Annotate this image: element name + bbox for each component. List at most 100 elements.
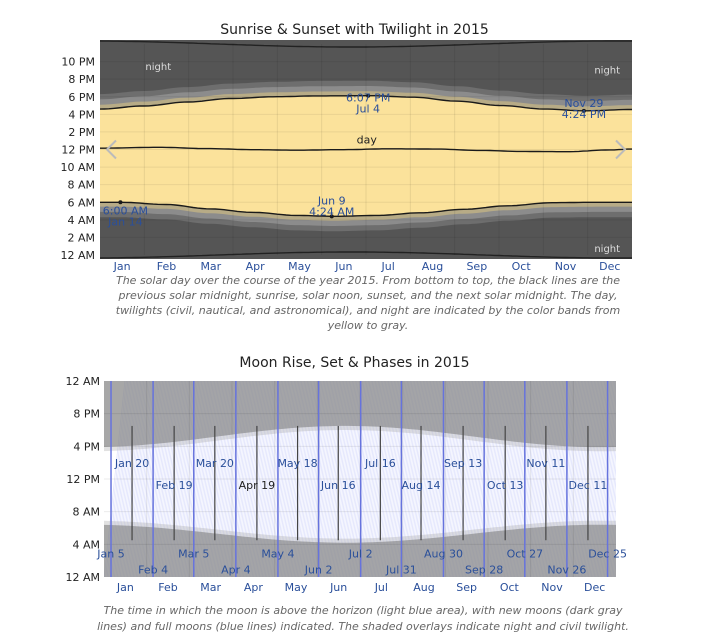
moon-up-band — [257, 381, 279, 577]
moon-up-band — [380, 381, 403, 577]
moon-up-band — [274, 381, 297, 577]
moon-up-band — [263, 381, 285, 577]
y-tick-label: 8 AM — [67, 179, 95, 192]
sun-chart-caption: The solar day over the course of the yea… — [115, 274, 621, 332]
moon-up-band — [277, 381, 300, 577]
moon-up-band — [270, 381, 292, 577]
moon-up-band — [283, 381, 306, 577]
chevron-right-icon — [615, 139, 627, 160]
moon-up-band — [293, 381, 316, 577]
moon-up-band — [318, 381, 340, 577]
moon-up-band — [306, 381, 329, 577]
y-tick-label: 4 PM — [73, 440, 100, 453]
y-tick-label: 10 PM — [61, 56, 95, 69]
new-moon-label: Dec 11 — [569, 479, 608, 492]
moon-up-band — [379, 381, 401, 577]
moon-up-band — [401, 381, 423, 577]
moon-up-band — [269, 381, 291, 577]
x-tick-label: Aug — [413, 581, 434, 594]
moon-up-band — [299, 381, 321, 577]
annotation-label: Nov 29 — [564, 97, 603, 110]
moon-up-band — [345, 381, 368, 577]
moon-up-band — [389, 381, 411, 577]
night-label: night — [145, 62, 171, 73]
moon-up-band — [347, 381, 369, 577]
moon-up-band — [357, 381, 379, 577]
y-tick-label: 12 PM — [61, 144, 95, 157]
moon-up-band — [335, 381, 358, 577]
moon-up-band — [315, 381, 337, 577]
annotation-label: 6:00 AM — [103, 204, 148, 217]
moon-up-band — [266, 381, 288, 577]
full-moon-label: Oct 27 — [507, 547, 544, 560]
chevron-left-icon — [105, 139, 117, 160]
x-tick-label: Jan — [113, 260, 131, 273]
moon-up-band — [348, 381, 371, 577]
moon-up-band — [386, 381, 408, 577]
sunset-line — [99, 95, 632, 112]
x-tick-label: Dec — [584, 581, 605, 594]
moon-up-band — [383, 381, 406, 577]
sun-chart-title: Sunrise & Sunset with Twilight in 2015 — [220, 22, 489, 38]
y-tick-label: 2 PM — [68, 126, 95, 139]
annotation-sublabel: 4:24 PM — [562, 108, 606, 121]
new-moon-label: May 18 — [277, 457, 317, 470]
moon-up-band — [366, 381, 388, 577]
annotation-sublabel: Jul 4 — [355, 103, 380, 116]
moon-up-band — [298, 381, 320, 577]
moon-up-band — [314, 381, 336, 577]
x-tick-label: Nov — [555, 260, 577, 273]
x-tick-label: Apr — [246, 260, 266, 273]
x-tick-label: Jul — [381, 260, 395, 273]
y-tick-label: 8 AM — [72, 506, 100, 519]
y-tick-label: 12 PM — [66, 473, 100, 486]
moon-up-band — [356, 381, 378, 577]
y-tick-label: 8 PM — [73, 408, 100, 421]
x-tick-label: Oct — [500, 581, 520, 594]
y-tick-label: 12 AM — [60, 249, 95, 262]
previous-solar-midnight-line — [99, 251, 632, 259]
new-moon-label: Nov 11 — [526, 457, 565, 470]
moon-up-band — [388, 381, 410, 577]
new-moon-label: Jan 20 — [114, 457, 149, 470]
full-moon-label: Mar 5 — [178, 547, 209, 560]
y-tick-label: 4 AM — [72, 538, 100, 551]
full-moon-label: Nov 26 — [547, 564, 586, 577]
moon-up-band — [624, 381, 645, 577]
solar-noon-line — [100, 146, 632, 153]
x-tick-label: Jul — [374, 581, 388, 594]
annotation-label: 6:07 PM — [346, 92, 390, 105]
moon-chart-caption: The time in which the moon is above the … — [97, 604, 629, 633]
moon-up-band — [305, 381, 327, 577]
x-tick-label: Mar — [200, 260, 221, 273]
moon-up-band — [290, 381, 313, 577]
x-tick-label: May — [285, 581, 308, 594]
moon-chart-title: Moon Rise, Set & Phases in 2015 — [239, 355, 470, 371]
sun-chart: 12 AM 2 AM 4 AM 6 AM 8 AM 10 AM 12 PM 2 PM 4 PM 6… — [60, 40, 632, 273]
moon-up-band — [321, 381, 343, 577]
x-tick-label: Sep — [466, 260, 487, 273]
moon-up-band — [337, 381, 359, 577]
new-moon-label: Jun 16 — [320, 479, 356, 492]
new-moon-label: Mar 20 — [196, 457, 234, 470]
moon-up-band — [256, 381, 278, 577]
night-label: night — [594, 244, 620, 255]
x-tick-label: Sep — [456, 581, 477, 594]
x-tick-label: Feb — [157, 260, 176, 273]
moon-up-band — [330, 381, 352, 577]
full-moon-label: Jan 5 — [96, 547, 124, 560]
full-moon-label: Dec 25 — [588, 547, 627, 560]
x-tick-label: Mar — [200, 581, 221, 594]
day-label: day — [357, 134, 378, 147]
moon-up-band — [363, 381, 385, 577]
moon-up-band — [282, 381, 304, 577]
moon-up-band — [311, 381, 333, 577]
moon-up-band — [334, 381, 356, 577]
new-moon-label: Sep 13 — [444, 457, 482, 470]
y-tick-label: 12 AM — [65, 571, 100, 584]
full-moon-label: Jun 2 — [304, 564, 333, 577]
full-moon-label: Sep 28 — [465, 564, 503, 577]
new-moon-label: Apr 19 — [239, 479, 276, 492]
new-moon-label: Aug 14 — [402, 479, 441, 492]
moon-up-band — [353, 381, 375, 577]
